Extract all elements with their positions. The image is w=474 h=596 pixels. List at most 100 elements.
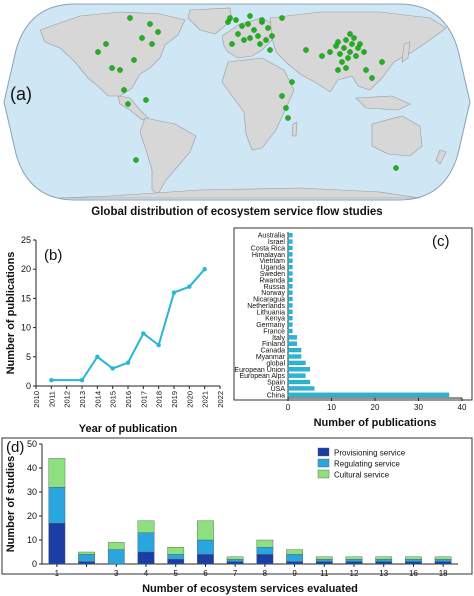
bar-segment — [345, 558, 363, 562]
study-point — [347, 31, 353, 37]
study-point — [255, 33, 261, 39]
bar-segment — [226, 558, 244, 562]
panel-label-a: (a) — [10, 84, 32, 104]
study-point — [139, 35, 145, 41]
study-point — [343, 37, 349, 43]
study-point — [361, 49, 367, 55]
data-point — [202, 267, 207, 272]
category-label: Costa Rica — [251, 245, 285, 252]
bar — [287, 258, 293, 263]
x-tick-label: 2011 — [47, 391, 56, 407]
study-point — [95, 49, 101, 55]
category-label: China — [267, 392, 285, 399]
antarctica — [59, 187, 421, 199]
study-point — [339, 59, 345, 65]
x-tick-label: 18 — [439, 569, 448, 578]
study-point — [155, 29, 161, 35]
x-tick-label: 2020 — [185, 391, 194, 408]
x-tick-label: 2012 — [63, 391, 72, 408]
bar — [287, 271, 293, 276]
study-locations — [95, 13, 399, 171]
bar — [287, 354, 302, 359]
study-point — [327, 49, 333, 55]
study-point — [357, 41, 363, 47]
study-point — [121, 87, 127, 93]
study-point — [351, 35, 357, 41]
bar-segment — [48, 458, 66, 488]
bar — [287, 303, 293, 308]
study-point — [127, 15, 133, 21]
maritime-asia — [355, 95, 411, 111]
bar-segment — [107, 549, 125, 565]
y-tick-label: 20 — [27, 511, 37, 521]
bar — [287, 309, 293, 314]
x-tick-label: 5 — [173, 569, 178, 578]
data-point — [125, 360, 131, 365]
category-label: European Alps — [239, 373, 285, 380]
chart-frame — [1, 437, 473, 575]
bar-segment — [405, 561, 422, 565]
y-tick-label: 15 — [21, 293, 31, 303]
y-tick-label: 30 — [27, 487, 37, 497]
y-tick-label: 0 — [26, 381, 31, 391]
study-point — [245, 21, 251, 27]
madagascar — [291, 121, 298, 137]
category-label: global — [266, 360, 285, 367]
x-tick-label: 4 — [144, 569, 149, 578]
study-point — [363, 67, 369, 73]
study-point — [265, 25, 271, 31]
data-point — [79, 377, 85, 383]
x-tick-label: 2022 — [216, 391, 225, 408]
bar-segment — [78, 561, 95, 565]
bar-segment — [405, 556, 422, 560]
bar-segment — [78, 554, 95, 562]
x-tick-label: 7 — [233, 569, 238, 578]
panel-label-d: (d) — [6, 439, 24, 456]
bar-segment — [405, 558, 422, 562]
category-label: Vietnam — [259, 258, 285, 265]
data-point — [156, 342, 161, 348]
bar-segment — [226, 561, 244, 565]
bar-segment — [197, 539, 214, 555]
x-tick-label: 40 — [458, 403, 467, 412]
x-tick-label: 13 — [379, 569, 388, 578]
bar-segment — [137, 551, 155, 565]
bar — [287, 328, 293, 334]
x-tick-label: 20 — [371, 403, 380, 412]
category-label: Finland — [262, 341, 285, 348]
bar-segment — [226, 556, 244, 560]
bar-segment — [137, 532, 155, 553]
data-point — [95, 354, 100, 359]
chart-frame — [233, 227, 473, 401]
bar-segment — [256, 546, 274, 555]
publications-by-year-chart: 0 5 10 15 20 25 2010 2011 2012 2013 2014 2015 2016 20… — [5, 235, 225, 435]
study-point — [349, 41, 355, 47]
x-tick-label: 2017 — [139, 391, 148, 408]
bar-segment — [315, 556, 333, 560]
study-point — [133, 157, 139, 163]
category-label: Kenya — [265, 316, 285, 323]
bar — [287, 341, 297, 346]
study-point — [247, 13, 253, 19]
bar-segment — [286, 554, 303, 562]
study-point — [279, 93, 285, 99]
bar-segment — [375, 558, 393, 562]
bar-segment — [256, 539, 274, 548]
category-label: Russia — [264, 284, 286, 291]
legend-label: Cultural service — [334, 471, 390, 480]
bar — [287, 335, 297, 340]
continents — [39, 7, 447, 199]
category-label: France — [263, 328, 285, 335]
study-point — [257, 41, 263, 47]
study-point — [289, 79, 295, 85]
study-point — [353, 53, 359, 59]
x-tick-label: 2018 — [155, 391, 164, 408]
bar-segment — [315, 561, 333, 565]
y-tick-label: 10 — [27, 535, 37, 545]
study-point — [117, 67, 123, 73]
category-label: Rwanda — [259, 277, 285, 284]
bar-segment — [256, 554, 274, 565]
bar-segment — [197, 520, 214, 541]
study-point — [235, 31, 241, 37]
